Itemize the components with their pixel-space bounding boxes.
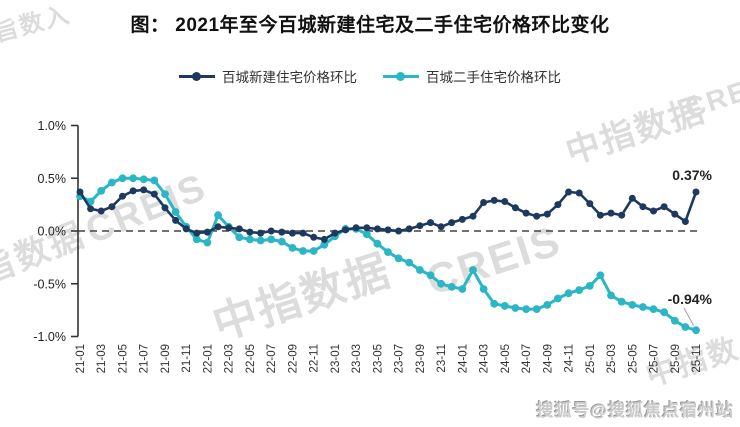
svg-text:25-05: 25-05 [627,344,639,373]
svg-text:24-11: 24-11 [564,344,576,373]
svg-text:24-01: 24-01 [457,344,469,373]
svg-text:23-05: 23-05 [372,344,384,373]
line-dot-marker-icon [179,71,215,81]
svg-text:1.0%: 1.0% [38,119,67,133]
svg-text:22-07: 22-07 [266,344,278,373]
svg-text:21-09: 21-09 [160,344,172,373]
svg-text:22-01: 22-01 [202,344,214,373]
svg-text:21-01: 21-01 [75,344,87,373]
svg-text:23-11: 23-11 [436,344,448,373]
line-dot-marker-icon [383,71,419,81]
svg-text:25-07: 25-07 [649,344,661,373]
svg-text:24-09: 24-09 [542,344,554,373]
svg-text:-0.94%: -0.94% [668,291,713,307]
svg-text:24-03: 24-03 [479,344,491,373]
svg-text:21-07: 21-07 [139,344,151,373]
svg-text:21-05: 21-05 [118,344,130,373]
svg-text:24-07: 24-07 [521,344,533,373]
page-title: 图： 2021年至今百城新建住宅及二手住宅价格环比变化 [130,15,610,36]
sohu-watermark: 搜狐号@搜狐焦点宿州站 [536,401,734,420]
svg-text:25-03: 25-03 [606,344,618,373]
svg-text:22-03: 22-03 [224,344,236,373]
svg-text:21-03: 21-03 [96,344,108,373]
svg-text:0.0%: 0.0% [38,225,67,239]
legend-label: 百城二手住宅价格环比 [426,70,561,85]
svg-text:21-11: 21-11 [181,344,193,373]
svg-text:23-03: 23-03 [351,344,363,373]
legend-label: 百城新建住宅价格环比 [222,70,357,85]
svg-text:23-01: 23-01 [330,344,342,373]
svg-text:25-09: 25-09 [670,344,682,373]
svg-text:25-01: 25-01 [585,344,597,373]
legend-item-second-hand: 百城二手住宅价格环比 [383,66,561,86]
svg-text:0.5%: 0.5% [38,172,67,186]
svg-text:25-11: 25-11 [691,344,703,373]
svg-text:24-05: 24-05 [500,344,512,373]
svg-text:-1.0%: -1.0% [33,330,66,344]
svg-text:23-09: 23-09 [415,344,427,373]
legend-item-new-home: 百城新建住宅价格环比 [179,66,357,86]
svg-text:-0.5%: -0.5% [33,277,66,291]
svg-text:22-05: 22-05 [245,344,257,373]
svg-text:22-09: 22-09 [287,344,299,373]
svg-text:23-07: 23-07 [394,344,406,373]
svg-text:0.37%: 0.37% [672,167,712,183]
chart-legend: 百城新建住宅价格环比 百城二手住宅价格环比 [0,66,740,86]
svg-text:22-11: 22-11 [309,344,321,373]
